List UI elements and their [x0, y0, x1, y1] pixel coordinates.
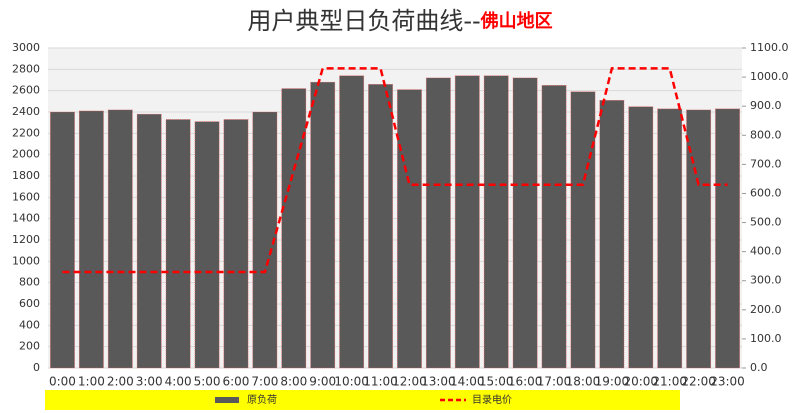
bar — [454, 75, 480, 369]
y-tick-label: 1400 — [12, 212, 40, 225]
bar — [310, 81, 336, 369]
bar — [599, 99, 625, 369]
bar — [570, 91, 596, 369]
x-tick-label: 23:00 — [710, 375, 745, 389]
x-tick-label: 3:00 — [136, 375, 163, 389]
y-tick-label: 2800 — [12, 62, 40, 75]
bar — [78, 110, 104, 369]
y-tick-label: 3000 — [12, 41, 40, 54]
x-tick-label: 0:00 — [49, 375, 76, 389]
y2-tick-label: 400.0 — [750, 245, 782, 258]
y-tick-label: 0 — [33, 361, 40, 374]
x-tick-label: 11:00 — [363, 375, 398, 389]
x-tick-label: 12:00 — [392, 375, 427, 389]
price-line — [62, 67, 728, 274]
bar — [165, 119, 191, 369]
x-tick-label: 6:00 — [222, 375, 249, 389]
title-main: 用户典型日负荷曲线-- — [247, 7, 480, 35]
x-tick-label: 22:00 — [681, 375, 716, 389]
y2-tick-label: 600.0 — [750, 186, 782, 199]
bar — [194, 121, 220, 369]
x-tick-label: 10:00 — [334, 375, 369, 389]
title-highlight: 佛山地区 — [480, 10, 553, 32]
y-tick-label: 400 — [19, 318, 40, 331]
y-tick-label: 2600 — [12, 84, 40, 97]
x-tick-label: 21:00 — [652, 375, 687, 389]
bar — [339, 75, 365, 369]
chart-title: 用户典型日负荷曲线--佛山地区 — [247, 7, 552, 35]
y2-tick-label: 500.0 — [750, 216, 782, 229]
x-tick-label: 18:00 — [566, 375, 601, 389]
y-tick-label: 1800 — [12, 169, 40, 182]
y-tick-label: 2200 — [12, 126, 40, 139]
bar — [541, 85, 567, 369]
x-tick-label: 7:00 — [251, 375, 278, 389]
x-tick-label: 14:00 — [450, 375, 485, 389]
bar — [223, 119, 249, 369]
y-tick-label: 2000 — [12, 148, 40, 161]
y2-tick-label: 300.0 — [750, 274, 782, 287]
x-tick-label: 9:00 — [309, 375, 336, 389]
x-tick-label: 4:00 — [165, 375, 192, 389]
y2-tick-label: 1000.0 — [750, 70, 789, 83]
legend-label: 目录电价 — [472, 393, 512, 406]
x-tick-label: 19:00 — [595, 375, 630, 389]
y2-tick-label: 800.0 — [750, 128, 782, 141]
x-tick-label: 1:00 — [78, 375, 105, 389]
legend — [45, 390, 680, 410]
y2-tick-label: 900.0 — [750, 99, 782, 112]
y-tick-label: 2400 — [12, 105, 40, 118]
bar — [628, 106, 654, 369]
bar — [512, 77, 538, 369]
y-tick-label: 1600 — [12, 190, 40, 203]
legend-label: 原负荷 — [247, 393, 277, 406]
x-tick-label: 16:00 — [508, 375, 543, 389]
y-tick-label: 600 — [19, 297, 40, 310]
y-tick-label: 800 — [19, 276, 40, 289]
x-tick-label: 8:00 — [280, 375, 307, 389]
x-tick-label: 13:00 — [421, 375, 456, 389]
bar — [136, 113, 162, 369]
bar — [397, 89, 422, 369]
x-tick-label: 15:00 — [479, 375, 514, 389]
y-tick-label: 1200 — [12, 233, 40, 246]
y2-tick-label: 200.0 — [750, 303, 782, 316]
x-tick-label: 5:00 — [194, 375, 221, 389]
bar — [483, 75, 509, 369]
bar — [686, 109, 712, 369]
x-tick-label: 20:00 — [623, 375, 658, 389]
plot-area — [48, 48, 742, 368]
legend-swatch — [215, 397, 239, 403]
bar — [425, 77, 451, 369]
y2-tick-label: 0.0 — [750, 361, 768, 374]
y-tick-label: 200 — [19, 340, 40, 353]
bar — [50, 111, 75, 369]
bar — [281, 88, 307, 369]
y-tick-label: 1000 — [12, 254, 40, 267]
bar — [657, 108, 683, 369]
bar — [715, 108, 740, 369]
x-tick-label: 2:00 — [107, 375, 134, 389]
bar — [107, 109, 133, 369]
bar — [252, 111, 278, 369]
y2-tick-label: 700.0 — [750, 157, 782, 170]
bar — [368, 83, 393, 369]
y2-tick-label: 100.0 — [750, 332, 782, 345]
x-tick-label: 17:00 — [537, 375, 572, 389]
y2-tick-label: 1100.0 — [750, 41, 789, 54]
